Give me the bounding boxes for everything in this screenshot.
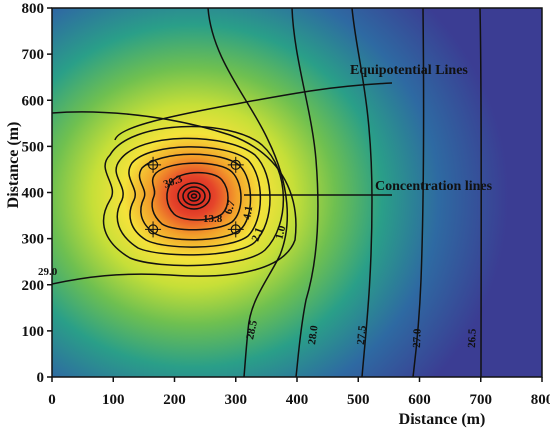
- concentration-line-30-3: [166, 171, 229, 221]
- x-tick-label: 400: [286, 392, 309, 408]
- equipotential-label: 27.0: [411, 328, 424, 348]
- y-tick-label: 0: [37, 370, 45, 386]
- heatmap-field: [52, 8, 542, 377]
- equipotential-label: 26.5: [466, 328, 479, 348]
- isoline-labels: 29.028.5 28.0 27.5 27.0 26.530.313.86.7 4.12.…: [38, 173, 479, 348]
- monitoring-well-icon: [227, 221, 244, 238]
- annotation-equipotential: Equipotential Lines: [350, 63, 468, 78]
- y-tick-label: 700: [22, 47, 45, 63]
- y-tick-label: 300: [22, 232, 45, 248]
- monitoring-well-icon: [145, 221, 162, 238]
- concentration-line-13-8: [151, 162, 242, 231]
- y-axis-label: Distance (m): [5, 122, 22, 209]
- y-tick-label: 400: [22, 186, 45, 202]
- wells: [145, 156, 244, 238]
- equipotential-label: 29.0: [38, 266, 58, 278]
- y-tick-label: 100: [22, 324, 45, 340]
- concentration-label: 4.1: [241, 205, 255, 221]
- x-tick-label: 700: [470, 392, 493, 408]
- concentration-label: 2.1: [250, 226, 266, 243]
- equipotential-line-27-0: [412, 8, 425, 377]
- concentration-line-1-0: [102, 125, 285, 267]
- equipotential-label: 28.5: [244, 319, 260, 341]
- concentration-core-1: [177, 182, 211, 210]
- x-tick-label: 600: [408, 392, 431, 408]
- y-tick-label: 800: [22, 1, 45, 17]
- x-axis-label: Distance (m): [399, 411, 486, 428]
- concentration-line-6-7: [138, 153, 252, 241]
- y-tick-label: 200: [22, 278, 45, 294]
- equipotential-connector: [114, 82, 393, 141]
- x-axis-ticks: 0 100 200 300 400 500 600 700 800: [48, 377, 550, 408]
- concentration-label: 6.7: [222, 199, 238, 216]
- equipotential-line-28-5: [207, 8, 289, 377]
- equipotential-line-28-0: [291, 8, 319, 377]
- equipotential-line-26-5: [479, 8, 482, 377]
- equipotential-line-27-5: [351, 8, 373, 377]
- concentration-core-3: [187, 190, 201, 202]
- x-tick-label: 800: [531, 392, 550, 408]
- y-tick-label: 600: [22, 93, 45, 109]
- concentration-label: 1.0: [273, 224, 288, 241]
- monitoring-well-icon: [227, 156, 244, 173]
- equipotential-label: 27.5: [355, 325, 369, 346]
- monitoring-well-icon: [145, 156, 162, 173]
- x-tick-label: 500: [347, 392, 370, 408]
- y-axis-ticks: 0 100 200 300 400 500 600 700 800: [22, 1, 52, 386]
- concentration-label: 13.8: [203, 213, 223, 225]
- x-tick-label: 300: [225, 392, 248, 408]
- x-tick-label: 100: [102, 392, 125, 408]
- annotation-concentration: Concentration lines: [375, 179, 493, 194]
- concentration-core-4: [190, 193, 198, 199]
- equipotential-line-29-0: [52, 111, 297, 285]
- concentration-line-4-1: [128, 146, 262, 248]
- concentration-core-2: [182, 186, 206, 206]
- equipotential-label: 28.0: [306, 324, 321, 345]
- y-tick-label: 500: [22, 139, 45, 155]
- x-tick-label: 0: [48, 392, 56, 408]
- concentration-line-2-1: [115, 137, 271, 256]
- x-tick-label: 200: [163, 392, 186, 408]
